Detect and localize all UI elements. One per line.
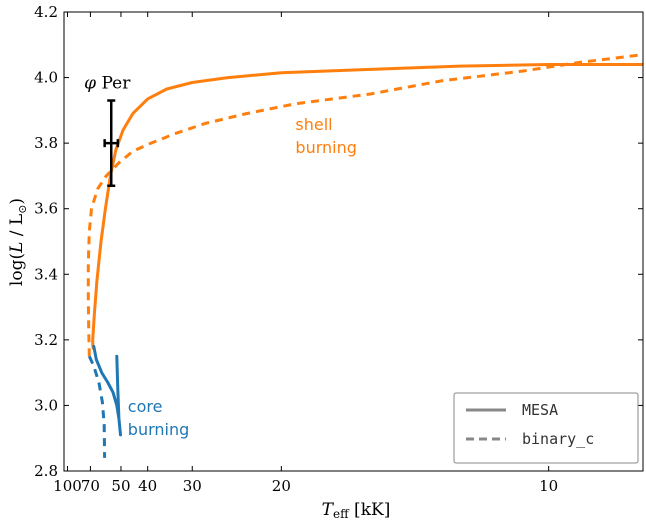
phi-per-point: φ Per [84,74,131,188]
legend-binary-c-label: binary_c [522,430,594,448]
core-solid-line [92,344,122,437]
series-layer [86,53,643,458]
plot-frame [63,11,644,472]
axis-ticks: 2.8 3.0 3.2 3.4 3.6 3.8 4.0 4.2 100 70 50 40 30 20 10 [34,3,643,495]
legend-mesa-label: MESA [522,401,558,419]
phi-per-label: φ Per [84,74,131,94]
y-axis-label: log(L / L⊙) [7,198,29,286]
y-tick-label: 2.8 [34,462,58,480]
core-annotation-line: burning [128,420,189,439]
y-tick-label: 3.8 [34,134,58,152]
x-tick-label: 40 [138,477,157,495]
core-annotation-line: core [128,397,163,416]
y-tick-label: 3.2 [34,331,58,349]
shell-dashed-line [86,53,643,357]
x-tick-label: 100 [53,477,82,495]
core-dashed-line [87,355,107,458]
x-tick-label: 20 [272,477,291,495]
y-tick-label: 3.0 [34,396,58,414]
shell-annotation-line: shell [295,115,332,134]
shell-solid-line [91,63,643,350]
x-tick-label: 30 [183,477,202,495]
x-tick-label: 10 [539,477,558,495]
y-tick-label: 3.4 [34,265,58,283]
x-tick-label: 50 [111,477,130,495]
x-axis-label: Teff [kK] [322,500,391,521]
y-tick-label: 4.0 [34,69,58,87]
y-tick-label: 4.2 [34,3,58,21]
shell-annotation-line: burning [295,138,356,157]
annotations: shell burning core burning [128,115,357,439]
x-tick-label: 70 [81,477,100,495]
legend: MESA binary_c [453,392,639,464]
y-tick-label: 3.6 [34,200,58,218]
